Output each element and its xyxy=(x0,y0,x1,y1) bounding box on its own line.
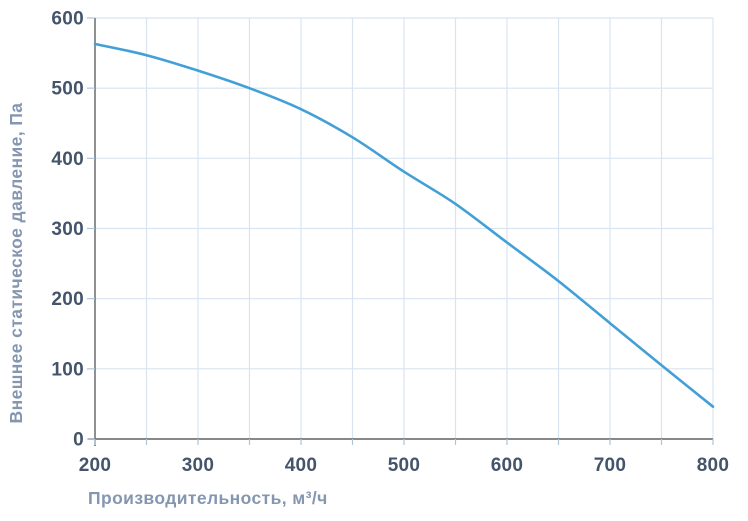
x-tick-label: 800 xyxy=(697,455,730,476)
x-tick-label: 300 xyxy=(182,455,215,476)
data-series xyxy=(93,42,715,408)
y-tick-label: 500 xyxy=(51,79,84,100)
gridlines xyxy=(95,17,714,439)
y-tick-label: 300 xyxy=(51,219,84,240)
x-tick-label: 200 xyxy=(79,455,112,476)
x-tick-label: 400 xyxy=(285,455,318,476)
y-tick-label: 0 xyxy=(73,430,84,451)
y-axis-title: Внешнее статическое давление, Па xyxy=(6,103,26,424)
x-tick-label: 700 xyxy=(594,455,627,476)
axes xyxy=(87,17,714,446)
tick-labels: 0 100 200 300 400 500 600 200 300 400 500 600 700 800 xyxy=(51,9,729,477)
x-tick-label: 600 xyxy=(491,455,524,476)
y-tick-label: 400 xyxy=(51,149,84,170)
y-tick-label: 100 xyxy=(51,359,84,380)
external-static-pressure-curve xyxy=(93,42,715,408)
x-axis-title: Производительность, м³/ч xyxy=(88,488,328,508)
y-tick-label: 600 xyxy=(51,9,84,30)
x-tick-label: 500 xyxy=(388,455,421,476)
y-tick-label: 200 xyxy=(51,289,84,310)
